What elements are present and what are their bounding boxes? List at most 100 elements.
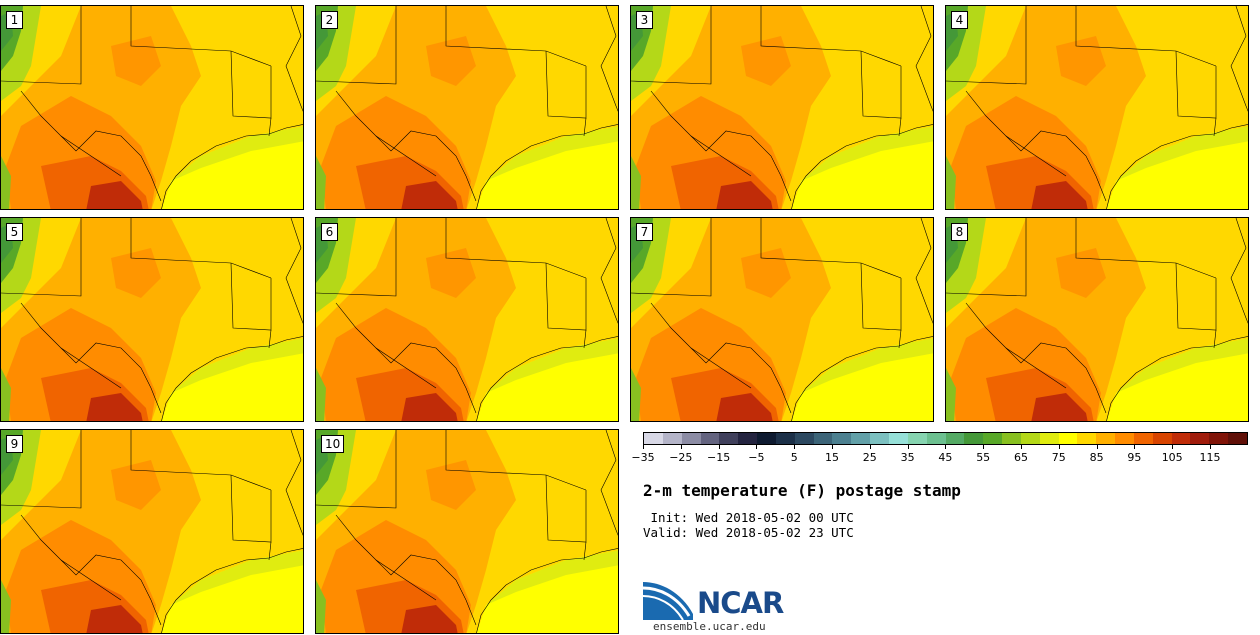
colorbar-segment xyxy=(1133,433,1153,444)
colorbar-segment xyxy=(1096,433,1116,444)
colorbar-tick xyxy=(1058,445,1060,449)
postage-stamp-panel: 2 xyxy=(315,5,619,210)
init-time: Init: Wed 2018-05-02 00 UTC xyxy=(643,510,854,525)
panel-number: 4 xyxy=(951,11,968,29)
postage-stamp-panel: 3 xyxy=(630,5,934,210)
temperature-map xyxy=(631,6,933,209)
postage-stamp-panel: 6 xyxy=(315,217,619,422)
postage-stamp-panel: 7 xyxy=(630,217,934,422)
colorbar xyxy=(643,432,1248,445)
colorbar-tick xyxy=(643,445,644,449)
postage-stamp-panel: 10 xyxy=(315,429,619,634)
temperature-map xyxy=(1,6,303,209)
colorbar-segment xyxy=(644,433,663,444)
colorbar-segment xyxy=(681,433,701,444)
panel-number: 8 xyxy=(951,223,968,241)
colorbar-tick xyxy=(832,445,833,449)
colorbar-segment xyxy=(1115,433,1134,444)
colorbar-tick xyxy=(718,445,720,449)
colorbar-segment xyxy=(757,433,776,444)
colorbar-segment xyxy=(1002,433,1021,444)
colorbar-tick-label: −35 xyxy=(631,451,655,464)
colorbar-ticks: −35 −25 −15 −5 5 15 25 35 45 55 65 75 85 95 105 115 xyxy=(631,445,1248,465)
panel-number: 6 xyxy=(321,223,338,241)
ncar-logo: NCAR ensemble.ucar.edu xyxy=(643,578,813,634)
colorbar-segment xyxy=(1152,433,1172,444)
colorbar-tick-label: 45 xyxy=(938,451,953,464)
colorbar-tick-label: 75 xyxy=(1051,451,1066,464)
colorbar-segment xyxy=(1020,433,1040,444)
colorbar-segment xyxy=(794,433,814,444)
colorbar-tick xyxy=(869,445,871,449)
panel-number: 5 xyxy=(6,223,23,241)
colorbar-segment xyxy=(907,433,927,444)
panel-number: 7 xyxy=(636,223,653,241)
colorbar-tick-label: 115 xyxy=(1199,451,1221,464)
colorbar-segment xyxy=(1209,433,1229,444)
colorbar-tick-label: 5 xyxy=(790,451,798,464)
plot-title: 2-m temperature (F) postage stamp xyxy=(643,481,961,500)
colorbar-segment xyxy=(983,433,1003,444)
colorbar-segment xyxy=(945,433,965,444)
colorbar-segment xyxy=(719,433,739,444)
colorbar-segment xyxy=(832,433,852,444)
temperature-map xyxy=(1,430,303,633)
postage-stamp-panel: 8 xyxy=(945,217,1249,422)
panel-number: 10 xyxy=(321,435,345,453)
colorbar-segment xyxy=(1228,433,1247,444)
colorbar-tick xyxy=(680,445,682,449)
colorbar-segment xyxy=(1058,433,1078,444)
panel-number: 3 xyxy=(636,11,653,29)
colorbar-tick xyxy=(1172,445,1174,449)
colorbar-tick xyxy=(945,445,947,449)
colorbar-segment xyxy=(738,433,758,444)
colorbar-segment xyxy=(964,433,984,444)
temperature-map xyxy=(1,218,303,421)
colorbar-tick-label: 85 xyxy=(1089,451,1104,464)
postage-stamp-panel: 9 xyxy=(0,429,304,634)
colorbar-tick-label: 55 xyxy=(976,451,991,464)
colorbar-segment xyxy=(1171,433,1191,444)
valid-time: Valid: Wed 2018-05-02 23 UTC xyxy=(643,525,854,540)
colorbar-segment xyxy=(851,433,871,444)
colorbar-tick xyxy=(1210,445,1211,449)
temperature-map xyxy=(316,6,618,209)
temperature-map xyxy=(316,218,618,421)
colorbar-tick xyxy=(794,445,796,449)
colorbar-tick-label: 95 xyxy=(1127,451,1142,464)
colorbar-tick-label: −15 xyxy=(706,451,731,464)
colorbar-tick-label: 15 xyxy=(825,451,839,464)
colorbar-tick xyxy=(1096,445,1098,449)
colorbar-segment xyxy=(1039,433,1059,444)
colorbar-segment xyxy=(775,433,795,444)
colorbar-segment xyxy=(700,433,720,444)
logo-url: ensemble.ucar.edu xyxy=(653,620,766,633)
colorbar-tick-label: −25 xyxy=(669,451,693,464)
logo-text: NCAR xyxy=(697,586,784,620)
colorbar-tick xyxy=(983,445,985,449)
panel-number: 1 xyxy=(6,11,23,29)
colorbar-tick xyxy=(907,445,909,449)
colorbar-tick xyxy=(756,445,758,449)
colorbar-tick-label: 105 xyxy=(1161,451,1183,464)
colorbar-tick-label: 35 xyxy=(900,451,915,464)
colorbar-segment xyxy=(813,433,833,444)
postage-stamp-panel: 5 xyxy=(0,217,304,422)
temperature-map xyxy=(946,218,1248,421)
colorbar-segment xyxy=(1077,433,1097,444)
colorbar-tick-label: 25 xyxy=(862,451,877,464)
temperature-map xyxy=(946,6,1248,209)
panel-number: 9 xyxy=(6,435,23,453)
postage-stamp-panel: 1 xyxy=(0,5,304,210)
temperature-map xyxy=(316,430,618,633)
colorbar-tick-label: −5 xyxy=(748,451,765,464)
colorbar-tick-label: 65 xyxy=(1014,451,1028,464)
ncar-swoosh-icon xyxy=(643,582,693,620)
panel-number: 2 xyxy=(321,11,338,29)
colorbar-segment xyxy=(1190,433,1210,444)
colorbar-segment xyxy=(888,433,908,444)
colorbar-tick xyxy=(1021,445,1022,449)
colorbar-segment xyxy=(870,433,889,444)
colorbar-segment xyxy=(926,433,946,444)
colorbar-segment xyxy=(662,433,682,444)
